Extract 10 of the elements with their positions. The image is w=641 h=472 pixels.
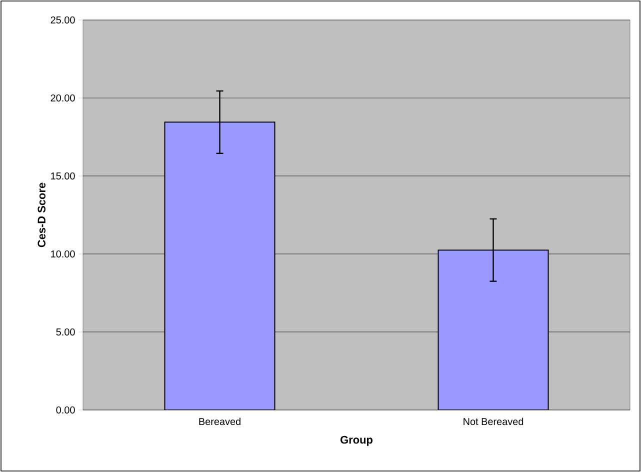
y-tick-label: 15.00 <box>51 172 75 180</box>
y-tick-label: 0.00 <box>56 406 75 414</box>
y-tick-label: 20.00 <box>50 94 75 102</box>
x-tick-label: Not Bereaved <box>464 418 524 426</box>
y-axis-title: Ces-D Score <box>38 182 46 248</box>
y-tick-label: 5.00 <box>56 328 75 336</box>
x-tick-label: Bereaved <box>199 418 240 426</box>
y-tick-label: 10.00 <box>51 250 75 258</box>
x-axis-title: Group <box>340 436 372 446</box>
y-tick-label: 25.00 <box>50 16 75 24</box>
